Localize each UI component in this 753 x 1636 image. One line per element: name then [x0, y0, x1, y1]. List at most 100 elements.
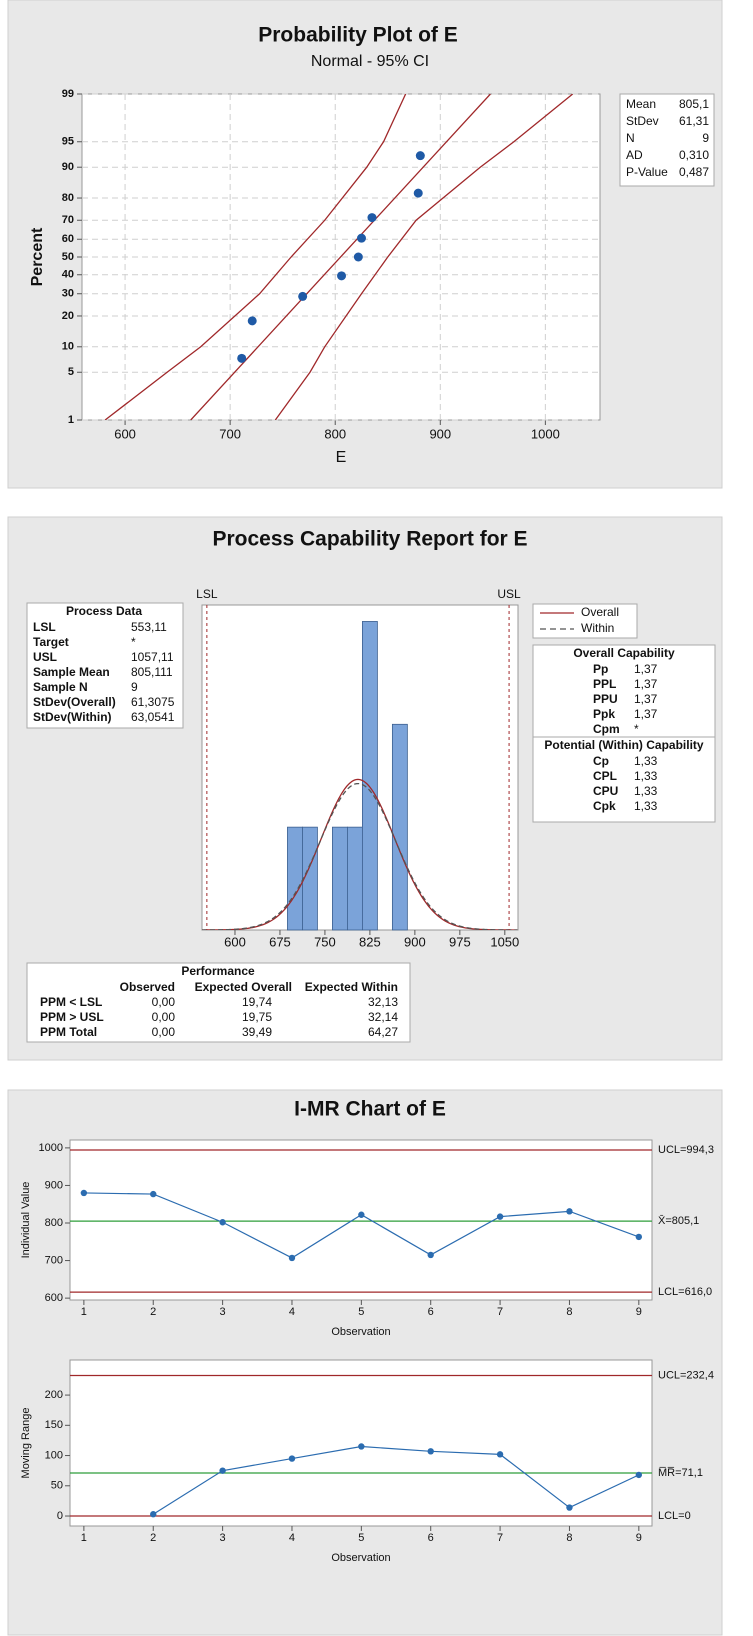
table-title: Performance: [181, 964, 255, 978]
data-point: [413, 188, 423, 198]
x-tick-label: 825: [359, 934, 381, 949]
x-tick-label: 675: [269, 934, 291, 949]
stat-label: Mean: [626, 97, 656, 111]
data-point: [288, 1455, 296, 1462]
row-label: PPM < LSL: [40, 995, 102, 1009]
row-label: StDev(Overall): [33, 695, 116, 709]
y-tick-label: 40: [62, 269, 74, 281]
x-tick-label: 1000: [531, 426, 560, 441]
x-tick-label: 9: [636, 1306, 642, 1318]
column-header: Observed: [120, 980, 175, 994]
x-tick-label: 3: [220, 1532, 226, 1544]
data-point: [566, 1504, 573, 1511]
y-tick-label: 5: [68, 366, 74, 378]
data-point: [367, 213, 377, 223]
row-label: CPL: [593, 769, 617, 783]
limit-label: LCL=0: [658, 1510, 691, 1522]
stat-label: P-Value: [626, 165, 668, 179]
data-point: [247, 316, 257, 326]
bar: [347, 826, 363, 931]
table-title: Overall Capability: [573, 646, 675, 660]
row-label: Sample N: [33, 680, 88, 694]
cell: 0,00: [152, 995, 176, 1009]
data-point: [150, 1511, 157, 1518]
limit-label: X̄=805,1: [658, 1214, 699, 1227]
y-tick-label: 200: [45, 1389, 63, 1401]
y-tick-label: 95: [62, 136, 74, 148]
bar: [302, 826, 318, 931]
plot-area: [69, 1359, 653, 1527]
x-axis-label: E: [336, 449, 347, 466]
row-value: 1,33: [634, 754, 658, 768]
cell: 0,00: [152, 1010, 176, 1024]
stat-value: 0,487: [679, 165, 709, 179]
data-point: [288, 1254, 296, 1262]
row-label: USL: [33, 650, 57, 664]
y-tick-label: 50: [62, 251, 74, 263]
x-tick-label: 2: [150, 1306, 156, 1318]
cell: 19,75: [242, 1010, 272, 1024]
row-label: Cpk: [593, 799, 616, 813]
stat-label: StDev: [626, 114, 659, 128]
y-tick-label: 80: [62, 192, 74, 204]
y-axis-label: Individual Value: [20, 1182, 32, 1259]
box: [26, 962, 411, 1043]
box: [26, 602, 184, 729]
x-tick-label: 975: [449, 934, 471, 949]
row-value: 1057,11: [131, 650, 174, 664]
y-tick-label: 20: [62, 310, 74, 322]
data-point: [237, 353, 247, 363]
y-tick-label: 10: [62, 341, 74, 353]
data-point: [358, 1443, 365, 1450]
y-tick-label: 70: [62, 214, 74, 226]
row-value: 9: [131, 680, 138, 694]
ci-lower: [104, 94, 407, 420]
data-point: [219, 1219, 226, 1226]
row-label: Pp: [593, 662, 608, 676]
plot-area: [69, 1139, 653, 1301]
row-value: 1,33: [634, 784, 658, 798]
x-tick-label: 800: [324, 426, 346, 441]
x-tick-label: 5: [358, 1532, 364, 1544]
x-tick-label: 900: [429, 426, 451, 441]
x-tick-label: 2: [150, 1532, 156, 1544]
row-label: Target: [33, 635, 69, 649]
stat-value: 61,31: [679, 114, 709, 128]
bar: [391, 723, 408, 931]
x-axis-label: Observation: [331, 1326, 390, 1338]
row-label: PPM Total: [40, 1025, 97, 1039]
limit-label: LCL=616,0: [658, 1286, 712, 1298]
row-value: 1,33: [634, 769, 658, 783]
row-value: 553,11: [131, 620, 167, 634]
column-header: Expected Within: [305, 980, 398, 994]
data-point: [298, 291, 308, 301]
box: [532, 736, 716, 823]
limit-label: UCL=994,3: [658, 1144, 714, 1156]
data-point: [353, 252, 363, 262]
stat-label: AD: [626, 148, 643, 162]
chart-title: Process Capability Report for E: [212, 528, 527, 551]
data-point: [496, 1213, 504, 1220]
data-point: [356, 233, 366, 243]
row-label: Cpm: [593, 722, 620, 736]
x-tick-label: 9: [636, 1532, 642, 1544]
y-tick-label: 900: [45, 1179, 63, 1191]
row-value: *: [634, 722, 639, 736]
chart-subtitle: Normal - 95% CI: [311, 53, 429, 70]
x-tick-label: 600: [224, 934, 246, 949]
row-value: 61,3075: [131, 695, 175, 709]
y-axis-label: Percent: [29, 227, 46, 286]
y-tick-label: 150: [45, 1419, 63, 1431]
column-header: Expected Overall: [195, 980, 292, 994]
row-value: 1,33: [634, 799, 658, 813]
row-value: 1,37: [634, 707, 658, 721]
data-point: [80, 1189, 88, 1197]
limit-label: UCL=232,4: [658, 1369, 714, 1381]
x-tick-label: 3: [220, 1306, 226, 1318]
x-tick-label: 900: [404, 934, 426, 949]
row-label: Sample Mean: [33, 665, 110, 679]
y-tick-label: 800: [45, 1217, 63, 1229]
x-tick-label: 6: [428, 1306, 434, 1318]
x-tick-label: 8: [566, 1532, 572, 1544]
row-value: 1,37: [634, 677, 658, 691]
